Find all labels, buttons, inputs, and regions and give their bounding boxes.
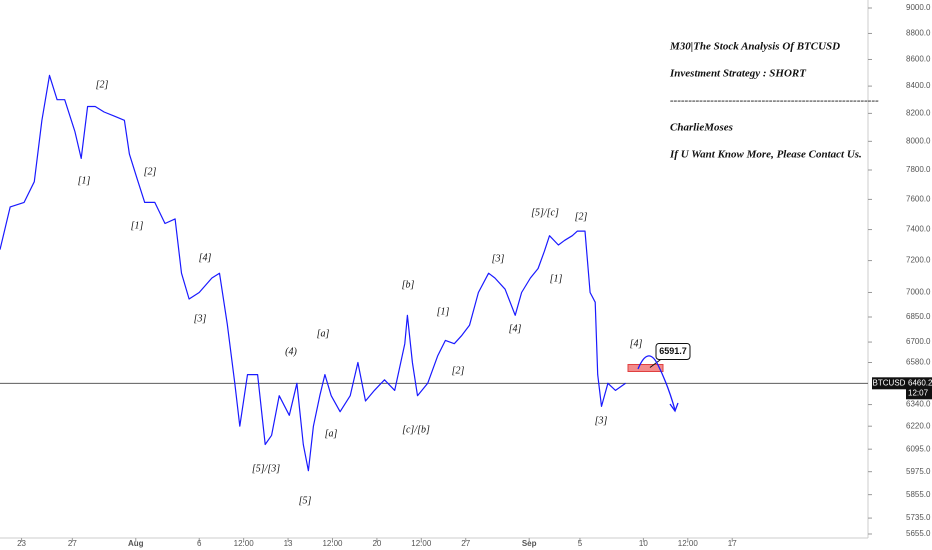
forecast-arrowhead: [669, 402, 679, 413]
wave-label: [4]: [199, 252, 212, 263]
note-title: M30|The Stock Analysis Of BTCUSD: [669, 41, 840, 53]
x-tick-label: 12:00: [678, 539, 699, 548]
y-tick-label: 8000.0: [906, 136, 931, 145]
note-divider: ----------------------------------------…: [670, 95, 879, 107]
y-tick-label: 6220.0: [906, 421, 931, 430]
wave-label: [a]: [325, 428, 338, 439]
y-tick-label: 5855.0: [906, 490, 931, 499]
symbol-box: [872, 377, 906, 390]
wave-label: [c]/[b]: [402, 424, 430, 435]
target-zone: [627, 363, 664, 372]
wave-label: [2]: [144, 166, 157, 177]
wave-label: [4]: [630, 338, 643, 349]
y-tick-label: 7200.0: [906, 256, 931, 265]
x-tick-label: 12:00: [411, 539, 432, 548]
y-tick-label: 8600.0: [906, 55, 931, 64]
wave-label: [1]: [131, 220, 144, 231]
symbol-label: BTCUSD: [873, 378, 906, 387]
y-tick-label: 7800.0: [906, 165, 931, 174]
y-tick-label: 8400.0: [906, 81, 931, 90]
countdown-label: 12:07: [908, 388, 929, 397]
note-author: CharlieMoses: [670, 122, 733, 134]
y-tick-label: 8800.0: [906, 29, 931, 38]
wave-label: [5]: [299, 495, 312, 506]
x-tick-label: 12:00: [234, 539, 255, 548]
price-box: [906, 377, 932, 400]
x-tick-label: 20: [372, 539, 381, 548]
wave-label: [2]: [452, 365, 465, 376]
wave-label: [2]: [575, 211, 588, 222]
x-tick-label: 10: [639, 539, 648, 548]
y-tick-label: 7000.0: [906, 288, 931, 297]
y-tick-label: 7400.0: [906, 225, 931, 234]
wave-label: [b]: [402, 279, 415, 290]
y-tick-label: 5975.0: [906, 467, 931, 476]
callout-box: [655, 342, 691, 360]
wave-label: [1]: [78, 175, 91, 186]
x-tick-label: Sep: [522, 539, 537, 548]
y-tick-label: 5735.0: [906, 513, 931, 522]
y-tick-label: 6580.0: [906, 358, 931, 367]
y-tick-label: 7600.0: [906, 194, 931, 203]
callout-label: 6591.7: [659, 346, 687, 356]
x-tick-label: 13: [284, 539, 293, 548]
wave-label: [1]: [437, 306, 450, 317]
note-strategy: Investment Strategy : SHORT: [669, 68, 807, 80]
forecast-arrow: [637, 355, 676, 411]
wave-label: [3]: [492, 253, 505, 264]
wave-label: [3]: [595, 415, 608, 426]
price-label: 6460.2: [908, 378, 932, 387]
x-tick-label: 27: [68, 539, 77, 548]
wave-label: [5]/[c]: [531, 207, 559, 218]
x-tick-label: 6: [197, 539, 202, 548]
x-tick-label: 27: [461, 539, 470, 548]
y-tick-label: 8200.0: [906, 108, 931, 117]
wave-label: [1]: [550, 273, 563, 284]
price-line: [0, 74, 626, 472]
y-tick-label: 6700.0: [906, 337, 931, 346]
wave-label: [4]: [509, 323, 522, 334]
x-tick-label: 12:00: [322, 539, 343, 548]
y-tick-label: 6095.0: [906, 444, 931, 453]
wave-label: (4): [285, 346, 297, 357]
wave-label: [5]/[3]: [252, 463, 280, 474]
wave-label: [3]: [194, 313, 207, 324]
x-tick-label: Aug: [128, 539, 144, 548]
note-contact: If U Want Know More, Please Contact Us.: [669, 149, 862, 161]
y-tick-label: 6340.0: [906, 400, 931, 409]
y-tick-label: 6850.0: [906, 312, 931, 321]
wave-label: [2]: [96, 79, 109, 90]
wave-label: [a]: [317, 328, 330, 339]
y-tick-label: 9000.0: [906, 3, 931, 12]
x-tick-label: 17: [728, 539, 737, 548]
y-tick-label: 5655.0: [906, 529, 931, 538]
x-tick-label: 23: [17, 539, 26, 548]
x-tick-label: 5: [578, 539, 583, 548]
